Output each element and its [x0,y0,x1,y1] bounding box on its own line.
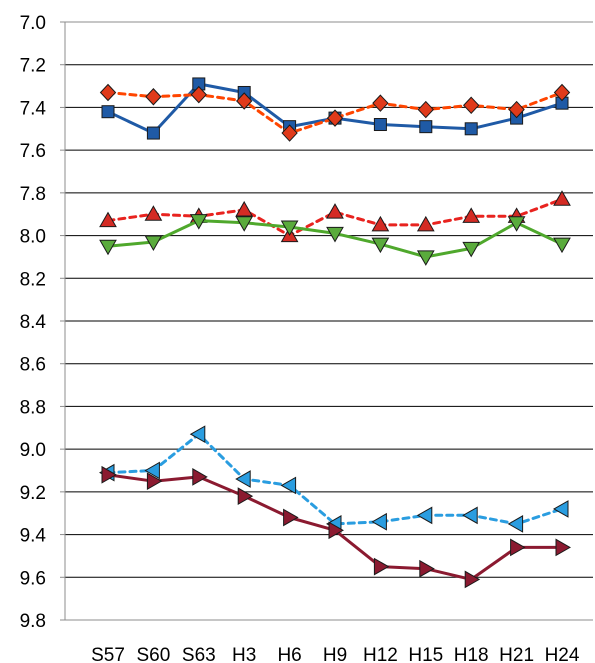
y-tick-label: 9.4 [20,526,47,547]
data-point [417,100,434,119]
data-point [235,216,254,232]
data-point [280,476,297,495]
data-point [464,122,478,136]
data-point [464,570,481,589]
series-line [106,91,564,135]
data-point [190,85,207,104]
series-2 [99,83,571,142]
data-point [419,559,435,578]
x-tick-label: H21 [499,645,534,663]
data-point [328,521,345,540]
data-point [507,216,526,232]
series-group [98,77,572,589]
data-point [553,83,571,102]
data-point [192,468,208,486]
y-tick-label: 7.8 [20,184,46,205]
data-point [416,506,433,525]
data-point [372,94,389,112]
data-point [144,461,160,480]
x-tick-label: H12 [363,645,398,663]
data-point [144,235,163,251]
data-point [99,239,117,256]
y-tick-label: 8.8 [20,397,46,418]
series-6 [101,465,572,589]
data-point [235,200,254,217]
data-point [508,100,525,119]
data-point [237,487,254,505]
data-point [462,207,481,223]
data-point [462,241,481,258]
data-point [189,425,206,444]
y-tick-label: 9.0 [20,440,46,461]
series-line [106,432,564,526]
data-point [236,92,253,110]
data-point [144,205,163,221]
x-tick-label: S57 [91,645,125,663]
data-point [145,88,162,106]
data-point [146,472,163,491]
tick-labels: 7.0 7.2 7.4 7.6 7.8 8.0 8.2 8.4 8.6 8.8 9.0 9.2 9.4 9… [20,13,580,663]
series-4 [99,214,571,266]
data-point [553,237,571,254]
x-tick-label: H6 [277,645,301,663]
y-tick-label: 7.0 [20,13,46,34]
data-point [101,465,118,484]
y-tick-label: 9.6 [20,568,46,589]
y-tick-label: 8.6 [20,355,46,376]
y-tick-label: 9.2 [20,483,46,504]
data-point [281,124,298,142]
data-point [555,538,572,557]
y-tick-label: 7.6 [20,141,46,162]
y-tick-label: 8.0 [20,227,46,248]
data-point [553,190,571,206]
x-tick-label: H9 [323,645,347,663]
data-point [463,96,480,115]
series-line [106,197,564,238]
data-point [235,470,251,488]
y-tick-label: 7.2 [20,56,46,77]
data-point [507,515,524,533]
y-tick-label: 8.4 [20,312,47,333]
y-tick-label: 8.2 [20,269,46,290]
data-point [371,512,387,531]
data-point [552,500,569,518]
x-tick-label: H24 [545,645,580,663]
data-point [101,105,115,119]
data-point [416,250,435,266]
x-tick-label: H18 [454,645,489,663]
data-point [373,557,390,576]
data-point [146,126,160,140]
data-point [371,215,390,232]
axes [60,21,593,621]
x-tick-label: H15 [408,645,443,663]
data-point [416,215,435,232]
data-point [189,214,208,230]
data-point [371,237,390,254]
data-point [326,226,344,243]
x-tick-label: H3 [232,645,256,663]
data-point [510,538,526,557]
data-point [419,120,433,134]
data-point [99,211,117,228]
y-tick-label: 7.4 [20,98,47,119]
data-point [462,506,478,525]
y-tick-label: 9.8 [20,611,46,632]
x-tick-label: S63 [182,645,216,663]
data-point [280,220,299,237]
data-point [326,203,344,219]
data-point [326,109,344,127]
data-point [99,83,117,102]
data-point [373,118,387,132]
data-point [283,508,299,527]
x-tick-label: S60 [136,645,170,663]
